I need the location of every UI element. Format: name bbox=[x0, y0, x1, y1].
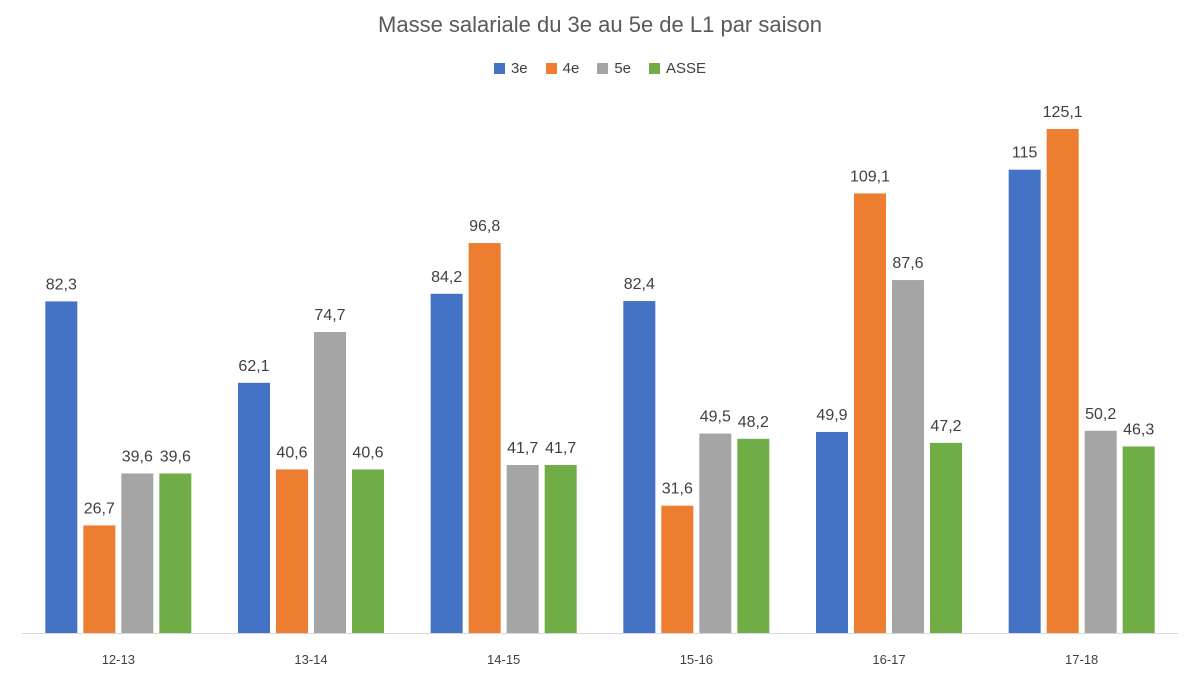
data-label: 96,8 bbox=[469, 218, 500, 235]
bar-4e-15-16 bbox=[661, 505, 694, 633]
data-label: 39,6 bbox=[122, 448, 153, 465]
data-label: 31,6 bbox=[662, 481, 693, 498]
bar-4e-12-13 bbox=[83, 525, 116, 633]
bar-asse-15-16 bbox=[737, 438, 770, 633]
data-label: 47,2 bbox=[930, 418, 961, 435]
data-label: 82,3 bbox=[46, 276, 77, 293]
bar-3e-17-18 bbox=[1008, 169, 1041, 633]
legend-item-5e: 5e bbox=[597, 60, 631, 77]
data-label: 125,1 bbox=[1043, 104, 1083, 121]
bar-3e-14-15 bbox=[430, 293, 463, 633]
bar-4e-17-18 bbox=[1046, 129, 1079, 633]
data-label: 49,9 bbox=[816, 407, 847, 424]
bar-5e-12-13 bbox=[121, 473, 154, 633]
bar-3e-13-14 bbox=[238, 382, 270, 633]
x-tick-label: 12-13 bbox=[102, 652, 135, 667]
data-label: 84,2 bbox=[431, 269, 462, 286]
bar-5e-14-15 bbox=[506, 465, 539, 633]
data-label: 48,2 bbox=[738, 414, 769, 431]
bar-4e-14-15 bbox=[468, 243, 501, 633]
data-label: 115 bbox=[1012, 145, 1038, 162]
bar-5e-17-18 bbox=[1084, 430, 1117, 633]
data-label: 109,1 bbox=[850, 168, 890, 185]
legend-item-3e: 3e bbox=[493, 60, 528, 77]
legend-label: 3e bbox=[510, 60, 528, 77]
legend-label: 4e bbox=[562, 60, 580, 77]
data-label: 41,7 bbox=[545, 440, 576, 457]
legend-swatch bbox=[493, 63, 505, 74]
bar-4e-16-17 bbox=[854, 193, 886, 633]
bar-3e-16-17 bbox=[816, 431, 848, 633]
data-label: 50,2 bbox=[1085, 406, 1116, 423]
chart-title: Masse salariale du 3e au 5e de L1 par sa… bbox=[378, 12, 822, 37]
data-label: 46,3 bbox=[1123, 421, 1154, 438]
bar-3e-15-16 bbox=[623, 301, 656, 633]
bar-3e-12-13 bbox=[45, 301, 78, 633]
bar-asse-14-15 bbox=[544, 465, 577, 633]
data-label: 74,7 bbox=[314, 307, 345, 324]
legend-swatch bbox=[649, 63, 661, 74]
x-tick-label: 17-18 bbox=[1065, 652, 1098, 667]
bar-asse-13-14 bbox=[352, 469, 384, 633]
bar-asse-12-13 bbox=[159, 473, 192, 633]
x-tick-label: 14-15 bbox=[487, 652, 520, 667]
legend-label: 5e bbox=[614, 60, 632, 77]
legend-swatch bbox=[597, 63, 609, 74]
legend: 3e 4e 5e ASSE bbox=[0, 60, 1200, 77]
bar-5e-13-14 bbox=[314, 332, 346, 633]
data-label: 40,6 bbox=[352, 444, 383, 461]
data-label: 62,1 bbox=[238, 358, 269, 375]
bar-4e-13-14 bbox=[276, 469, 308, 633]
x-tick-label: 13-14 bbox=[294, 652, 327, 667]
data-label: 87,6 bbox=[892, 255, 923, 272]
x-tick-label: 15-16 bbox=[680, 652, 713, 667]
bar-5e-15-16 bbox=[699, 433, 732, 633]
bar-asse-17-18 bbox=[1122, 446, 1155, 633]
data-label: 41,7 bbox=[507, 440, 538, 457]
x-tick-label: 16-17 bbox=[872, 652, 905, 667]
legend-swatch bbox=[545, 63, 557, 74]
data-label: 49,5 bbox=[700, 409, 731, 426]
data-label: 40,6 bbox=[276, 444, 307, 461]
bar-asse-16-17 bbox=[930, 442, 962, 633]
legend-item-4e: 4e bbox=[545, 60, 580, 77]
data-label: 82,4 bbox=[624, 276, 655, 293]
legend-item-asse: ASSE bbox=[649, 60, 706, 77]
legend-label: ASSE bbox=[666, 60, 707, 77]
data-label: 26,7 bbox=[84, 500, 115, 517]
bar-5e-16-17 bbox=[892, 280, 924, 633]
data-label: 39,6 bbox=[160, 448, 191, 465]
